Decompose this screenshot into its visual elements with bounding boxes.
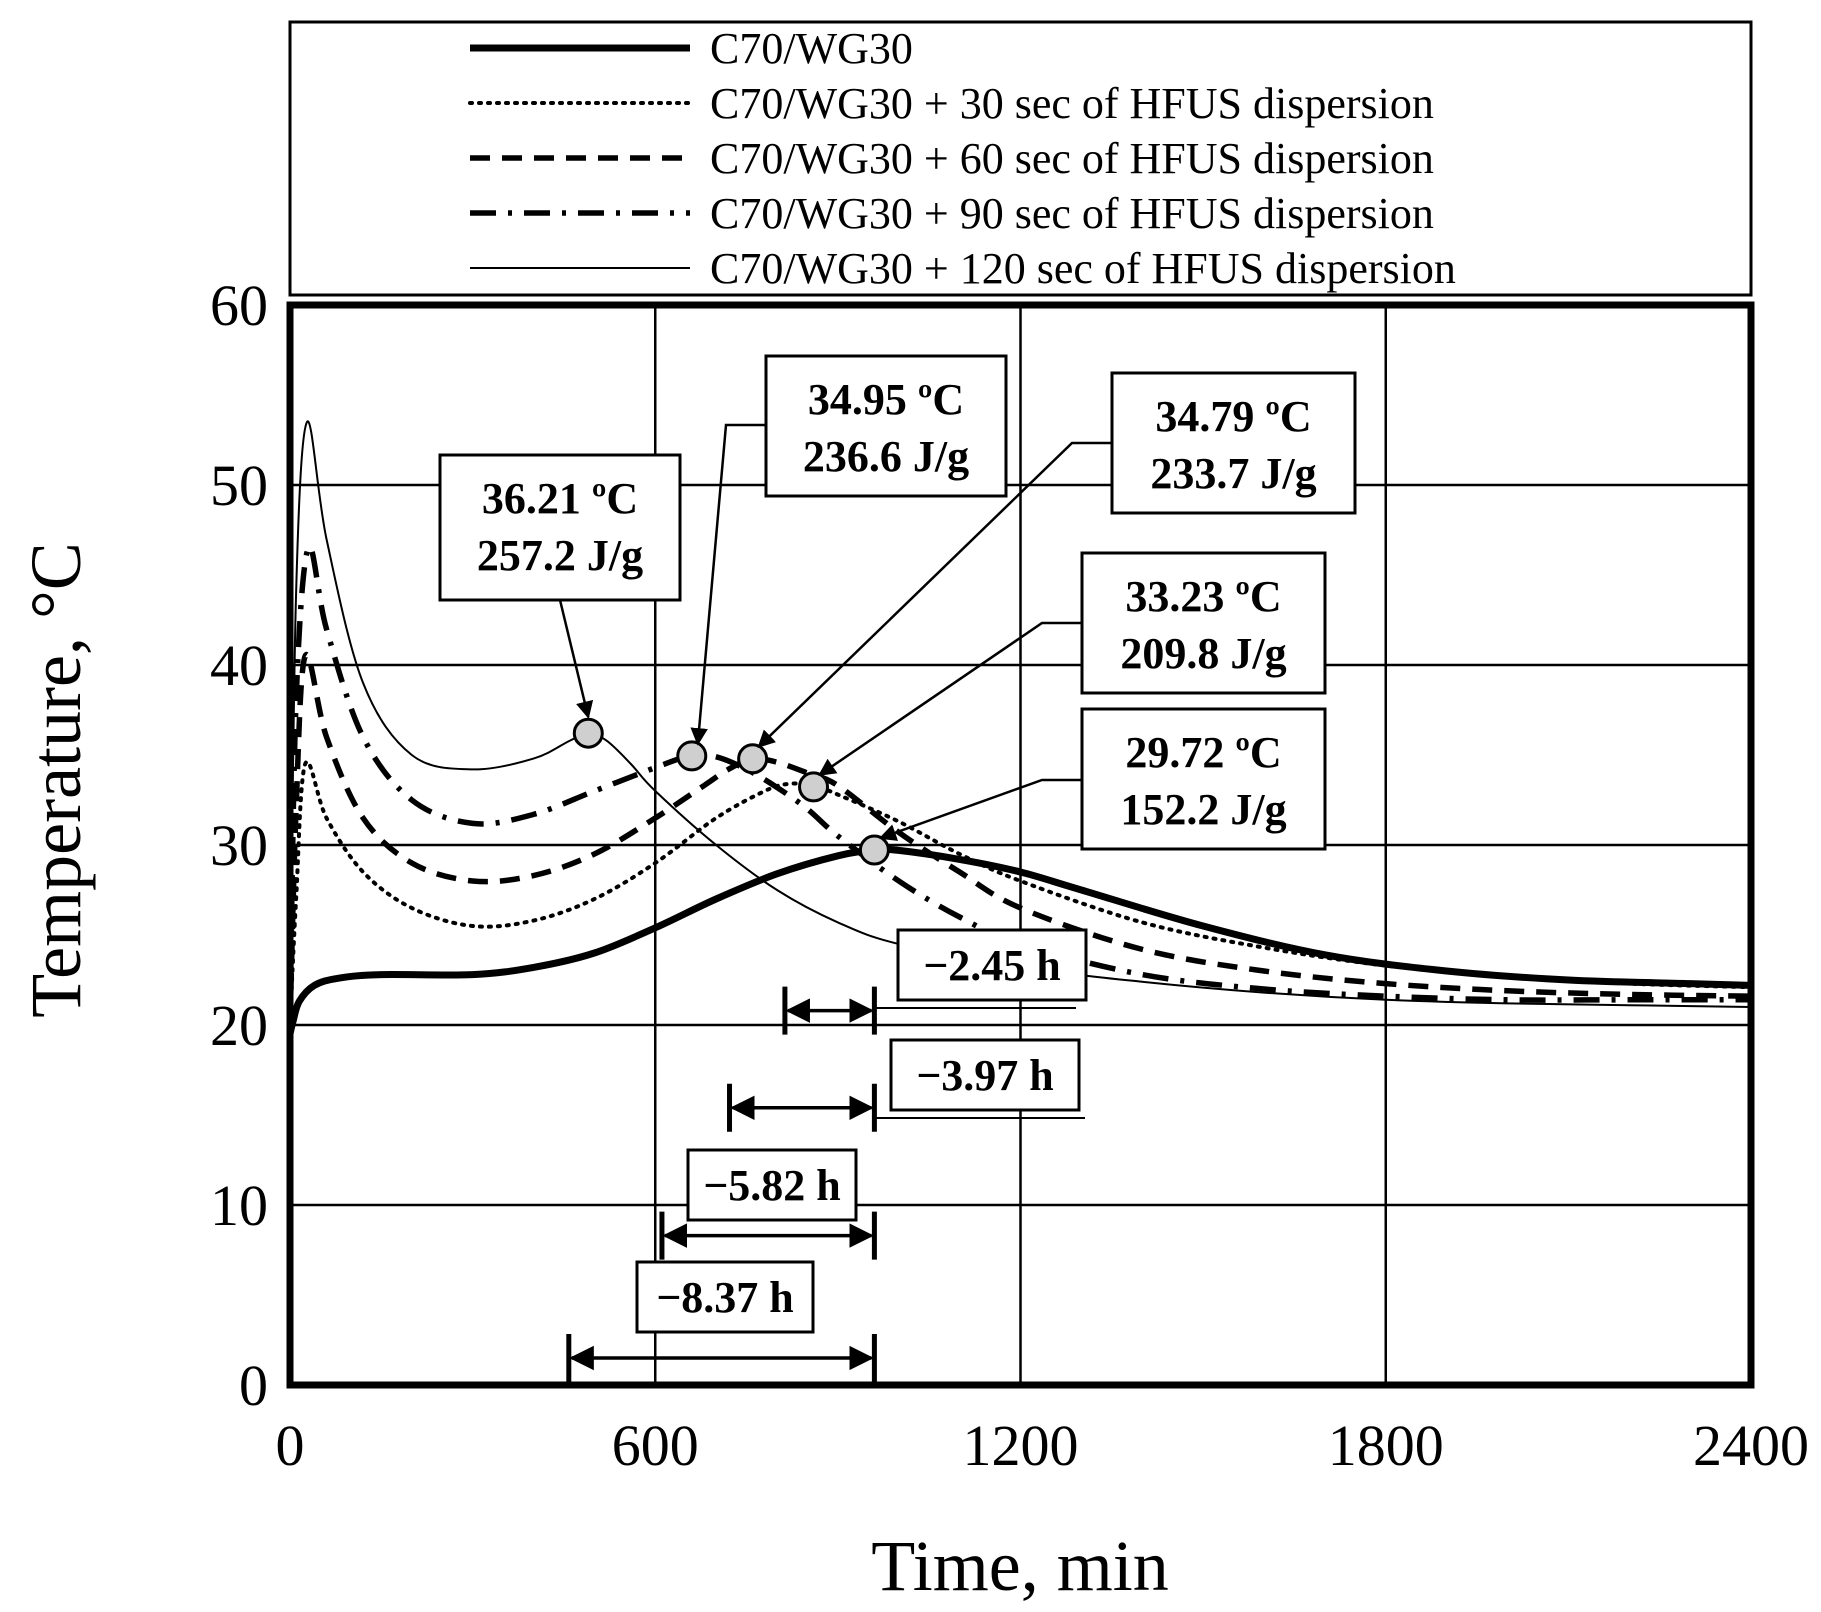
annotation-box-3 — [1110, 371, 1357, 515]
annotation-energy-3: 233.7 J/g — [1150, 449, 1316, 498]
y-tick-label: 20 — [210, 993, 268, 1058]
y-tick-label: 60 — [210, 273, 268, 338]
y-tick-label: 0 — [239, 1353, 268, 1418]
legend-label-2: C70/WG30 + 30 sec of HFUS dispersion — [710, 79, 1434, 128]
y-tick-label: 10 — [210, 1173, 268, 1238]
legend-label-4: C70/WG30 + 90 sec of HFUS dispersion — [710, 189, 1434, 238]
annotation-box-1 — [438, 453, 682, 602]
annotation-leader-4 — [818, 621, 1082, 776]
x-axis-label: Time, min — [871, 1526, 1168, 1606]
legend-label-5: C70/WG30 + 120 sec of HFUS dispersion — [710, 244, 1456, 293]
legend: C70/WG30 C70/WG30 + 30 sec of HFUS disper… — [288, 20, 1753, 297]
x-tick-label: 1200 — [963, 1413, 1079, 1478]
annotation-energy-1: 257.2 J/g — [477, 531, 643, 580]
duration-label-2: −3.97 h — [916, 1051, 1054, 1100]
peak-marker-3 — [737, 743, 769, 775]
annotation-energy-2: 236.6 J/g — [803, 432, 969, 481]
x-tick-label: 1800 — [1328, 1413, 1444, 1478]
duration-box-3 — [686, 1148, 858, 1222]
duration-box-4 — [635, 1260, 815, 1334]
x-tick-label: 600 — [612, 1413, 699, 1478]
annotation-temp-1: 36.21 ºC — [482, 474, 638, 523]
peak-marker-1 — [572, 717, 604, 749]
annotation-leader-5 — [878, 778, 1082, 841]
annotation-leader-1 — [558, 599, 594, 719]
peak-marker-4 — [798, 771, 830, 803]
annotation-temp-3: 34.79 ºC — [1155, 392, 1311, 441]
annotation-box-2 — [764, 354, 1008, 498]
duration-label-4: −8.37 h — [656, 1273, 794, 1322]
annotation-energy-4: 209.8 J/g — [1120, 629, 1286, 678]
annotation-energy-5: 152.2 J/g — [1120, 785, 1286, 834]
peak-marker-5 — [858, 834, 890, 866]
legend-frame — [288, 20, 1753, 297]
annotation-leader-3 — [757, 441, 1112, 748]
legend-label-1: C70/WG30 — [710, 24, 913, 73]
duration-box-1 — [896, 928, 1088, 1002]
y-tick-label: 50 — [210, 453, 268, 518]
duration-label-3: −5.82 h — [703, 1161, 841, 1210]
y-tick-label: 30 — [210, 813, 268, 878]
annotation-box-4 — [1080, 551, 1327, 695]
duration-box-2 — [889, 1038, 1081, 1112]
plot-frame — [286, 301, 1755, 1389]
duration-label-1: −2.45 h — [923, 941, 1061, 990]
y-tick-label: 40 — [210, 633, 268, 698]
y-axis-label: Temperature, °C — [16, 542, 96, 1018]
legend-label-3: C70/WG30 + 60 sec of HFUS dispersion — [710, 134, 1434, 183]
annotation-leader-2 — [690, 423, 766, 746]
annotation-temp-2: 34.95 ºC — [808, 375, 964, 424]
annotation-box-5 — [1080, 707, 1327, 851]
annotation-temp-5: 29.72 ºC — [1125, 728, 1281, 777]
x-tick-label: 0 — [276, 1413, 305, 1478]
series-line-4 — [287, 543, 1751, 1026]
x-tick-label: 2400 — [1693, 1413, 1809, 1478]
series-line-5 — [289, 420, 1752, 1026]
annotation-temp-4: 33.23 ºC — [1125, 572, 1281, 621]
peak-marker-2 — [676, 740, 708, 772]
